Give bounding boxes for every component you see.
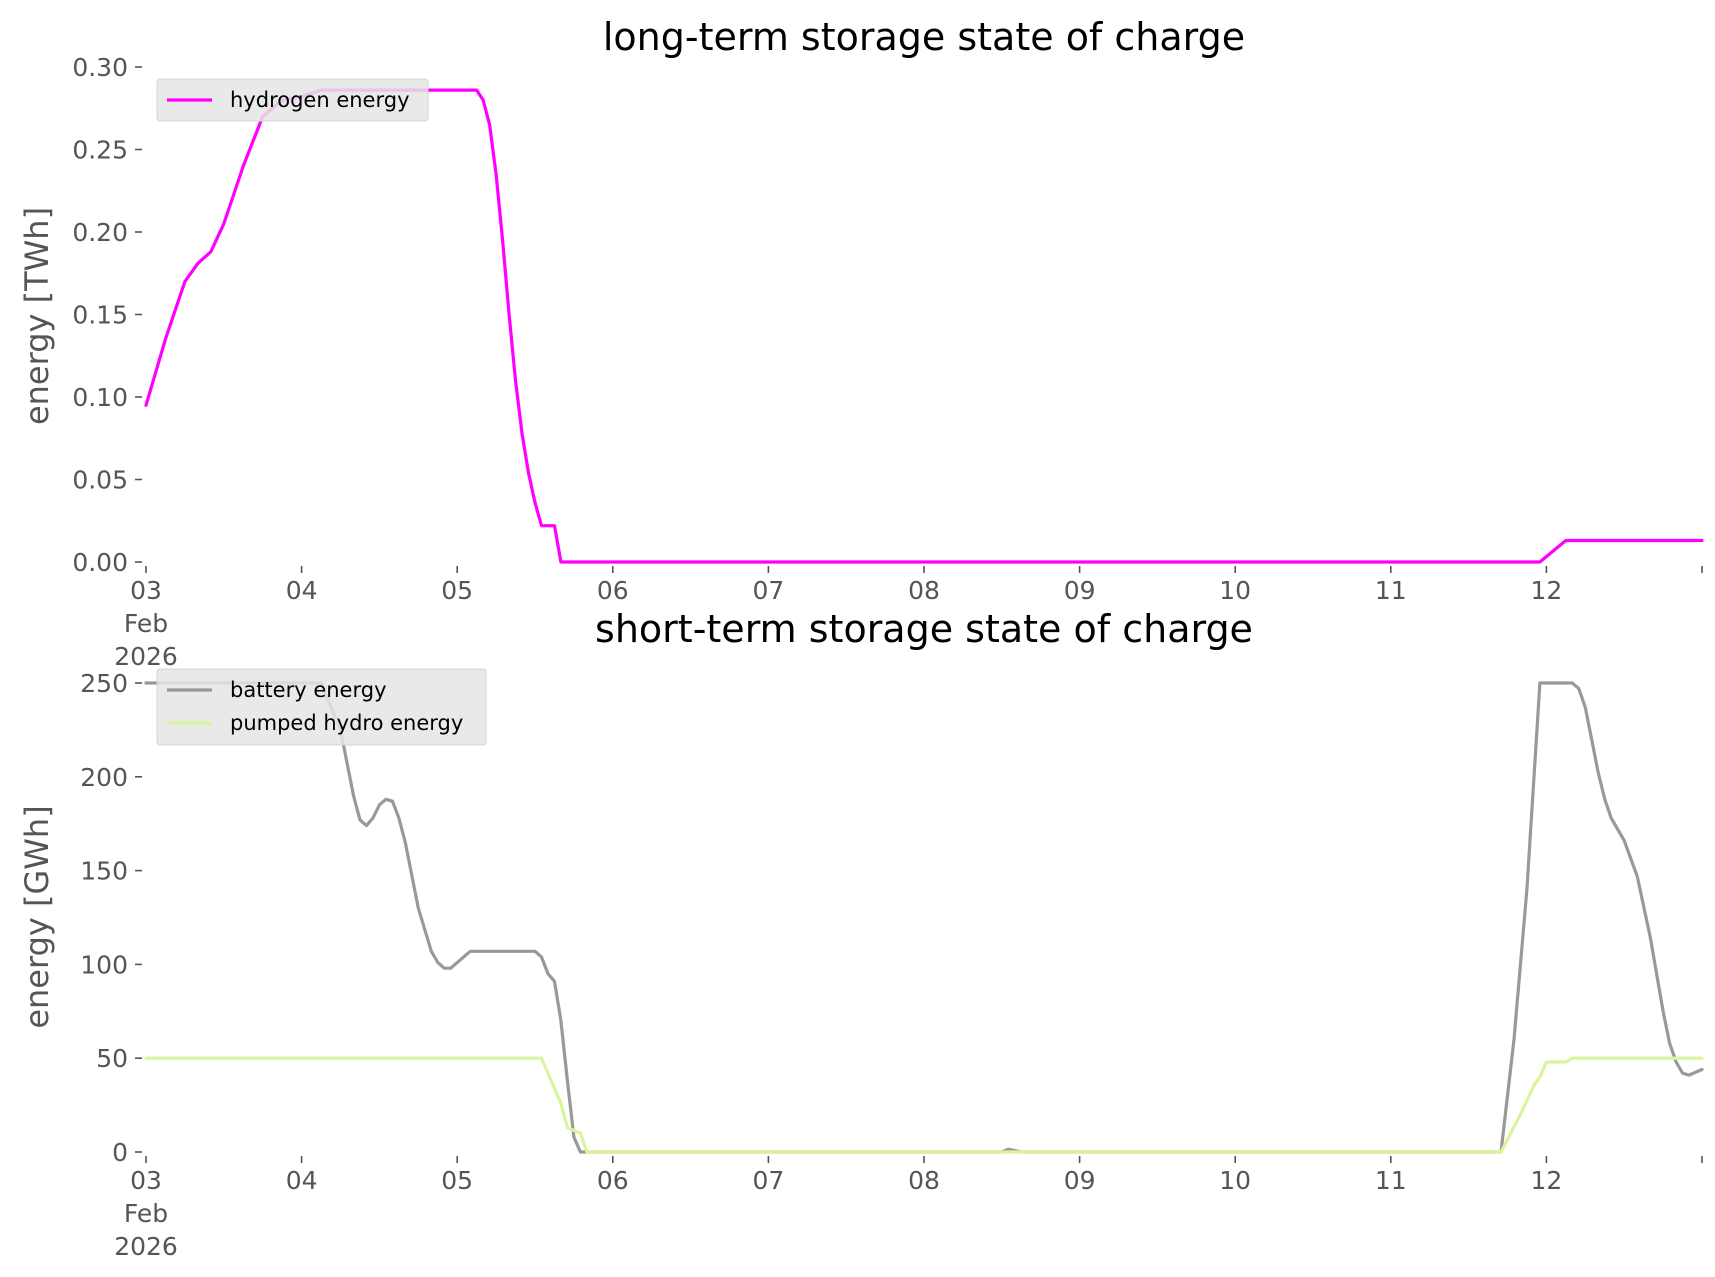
y-tick-label: 50 [96,1044,128,1073]
long-term-storage-chart: long-term storage state of charge energy… [18,15,1704,671]
y-axis-label: energy [GWh] [18,805,56,1028]
x-tick-label: 08 [908,1166,940,1195]
x-tick-label: 09 [1064,576,1096,605]
chart-title: short-term storage state of charge [595,607,1253,651]
x-tick-label: 07 [752,576,784,605]
x-tick-label: 04 [286,1166,318,1195]
y-tick-label: 0.25 [72,136,128,165]
series-line-pumped-hydro-energy [144,1056,1704,1154]
y-tick-label: 0.30 [72,53,128,82]
x-tick-label: 06 [597,576,629,605]
x-tick-label: 04 [286,576,318,605]
x-tick-label: 11 [1375,576,1407,605]
x-tick-label: 12 [1530,1166,1562,1195]
x-tick-label: 03 [130,576,162,605]
x-tick-label: Feb [124,1199,168,1228]
legend: battery energy pumped hydro energy [156,668,487,746]
x-tick-label: 2026 [114,642,178,671]
x-tick-label: Feb [124,609,168,638]
x-tick-label: 03 [130,1166,162,1195]
x-tick-label: 12 [1530,576,1562,605]
x-tick-label: 10 [1219,576,1251,605]
y-tick-label: 150 [80,857,128,886]
series-line-hydrogen-energy [144,88,1704,564]
y-tick-label: 100 [80,950,128,979]
y-tick-label: 0.10 [72,383,128,412]
y-tick-label: 0.20 [72,218,128,247]
legend-box [156,78,429,122]
x-tick-label: 11 [1375,1166,1407,1195]
x-tick-label: 10 [1219,1166,1251,1195]
x-tick-label: 05 [441,576,473,605]
legend-label: pumped hydro energy [230,711,463,735]
chart-title: long-term storage state of charge [603,15,1245,59]
y-axis-label: energy [TWh] [18,207,56,425]
y-tick-label: 250 [80,669,128,698]
x-tick-label: 05 [441,1166,473,1195]
legend-label: battery energy [230,678,387,702]
y-tick-label: 0.15 [72,301,128,330]
legend-box [156,668,487,746]
x-tick-label: 2026 [114,1232,178,1261]
y-tick-label: 200 [80,763,128,792]
y-tick-label: 0.05 [72,466,128,495]
x-tick-label: 06 [597,1166,629,1195]
x-tick-label: 07 [752,1166,784,1195]
y-tick-label: 0 [112,1138,128,1167]
x-tick-label: 08 [908,576,940,605]
series-line-battery-energy [144,681,1704,1154]
short-term-storage-chart: short-term storage state of charge energ… [18,607,1704,1261]
x-tick-label: 09 [1064,1166,1096,1195]
y-tick-label: 0.00 [72,548,128,577]
legend: hydrogen energy [156,78,429,122]
legend-label: hydrogen energy [230,88,410,112]
